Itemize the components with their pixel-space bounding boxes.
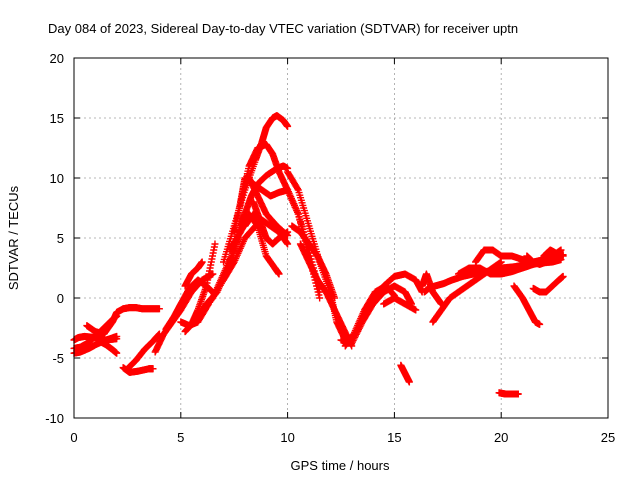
data-point	[211, 240, 219, 248]
y-tick-label: 0	[57, 291, 64, 306]
series-s27	[369, 270, 426, 302]
series-s30	[418, 270, 445, 308]
x-axis-label: GPS time / hours	[291, 458, 390, 473]
series-s23	[288, 222, 339, 302]
series-s35	[510, 282, 544, 328]
series-s28	[380, 294, 420, 314]
data-points	[70, 112, 567, 398]
y-axis-label: SDTVAR / TECUs	[6, 185, 21, 290]
series-s24	[296, 240, 356, 350]
series-s4	[83, 304, 163, 338]
y-tick-label: 10	[50, 171, 64, 186]
series-s32	[429, 258, 505, 326]
y-tick-label: 5	[57, 231, 64, 246]
x-tick-label: 25	[601, 430, 615, 445]
data-point	[559, 272, 567, 280]
x-tick-label: 0	[70, 430, 77, 445]
series-s21	[226, 210, 283, 278]
data-point	[155, 305, 163, 313]
data-point	[294, 185, 302, 193]
series-s38	[540, 246, 567, 260]
data-point	[497, 258, 505, 266]
x-tick-label: 15	[387, 430, 401, 445]
chart-title: Day 084 of 2023, Sidereal Day-to-day VTE…	[48, 21, 518, 36]
x-tick-label: 5	[177, 430, 184, 445]
data-point	[412, 306, 420, 314]
series-s39	[495, 389, 522, 398]
data-point	[559, 252, 567, 260]
y-tick-label: -10	[45, 411, 64, 426]
y-tick-label: 15	[50, 111, 64, 126]
x-tick-label: 10	[280, 430, 294, 445]
series-s7	[123, 330, 163, 373]
x-axis-ticks: 0 5 10 15 20 25	[70, 58, 615, 445]
y-tick-label: 20	[50, 51, 64, 66]
data-point	[536, 320, 544, 328]
data-point	[198, 258, 206, 266]
series-s13	[181, 258, 206, 290]
data-point	[514, 390, 522, 398]
data-point	[316, 294, 324, 302]
data-point	[284, 122, 292, 130]
x-tick-label: 20	[494, 430, 508, 445]
series-s36	[529, 272, 567, 296]
data-point	[405, 378, 413, 386]
series-s20	[249, 198, 292, 248]
data-point	[284, 240, 292, 248]
data-point	[149, 365, 157, 373]
series-s5	[96, 337, 121, 357]
series-s29	[397, 361, 413, 386]
data-point	[113, 349, 121, 357]
series-s6	[119, 364, 157, 376]
y-axis-ticks: -10 -5 0 5 10 15 20	[45, 51, 608, 426]
data-point	[113, 332, 121, 340]
series-s26	[341, 282, 398, 350]
y-tick-label: -5	[52, 351, 64, 366]
grid-lines	[74, 58, 608, 418]
series-s37	[523, 246, 565, 268]
data-point	[284, 228, 292, 236]
data-point	[275, 270, 283, 278]
